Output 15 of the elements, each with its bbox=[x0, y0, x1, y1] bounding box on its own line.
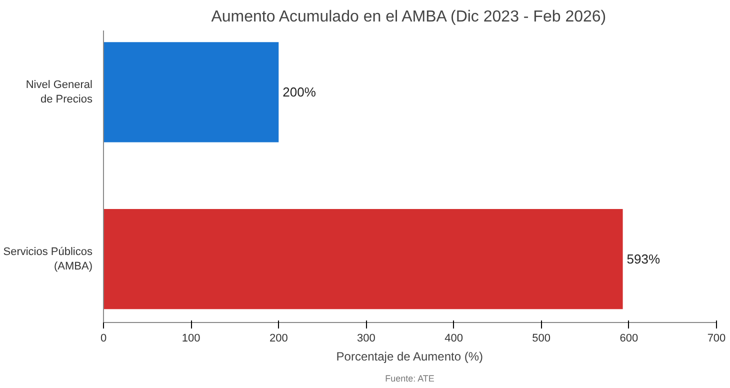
data-label: 200% bbox=[282, 84, 316, 100]
x-tick-label: 500 bbox=[532, 332, 551, 344]
x-tick-label: 400 bbox=[444, 332, 463, 344]
source-note: Fuente: ATE bbox=[385, 374, 434, 384]
x-tick-label: 700 bbox=[707, 332, 726, 344]
y-tick-label: Servicios Públicos (AMBA) bbox=[3, 246, 93, 272]
chart-title: Aumento Acumulado en el AMBA (Dic 2023 - Feb 2026) bbox=[211, 8, 606, 26]
x-tick-label: 0 bbox=[100, 332, 107, 344]
x-tick-label: 300 bbox=[357, 332, 376, 344]
x-tick-label: 600 bbox=[620, 332, 638, 344]
y-tick-label: Nivel General de Precios bbox=[26, 79, 93, 106]
x-tick-label: 100 bbox=[182, 332, 200, 344]
x-axis-title: Porcentaje de Aumento (%) bbox=[336, 350, 484, 364]
x-tick-label: 200 bbox=[269, 332, 288, 344]
data-label: 593% bbox=[626, 252, 660, 267]
